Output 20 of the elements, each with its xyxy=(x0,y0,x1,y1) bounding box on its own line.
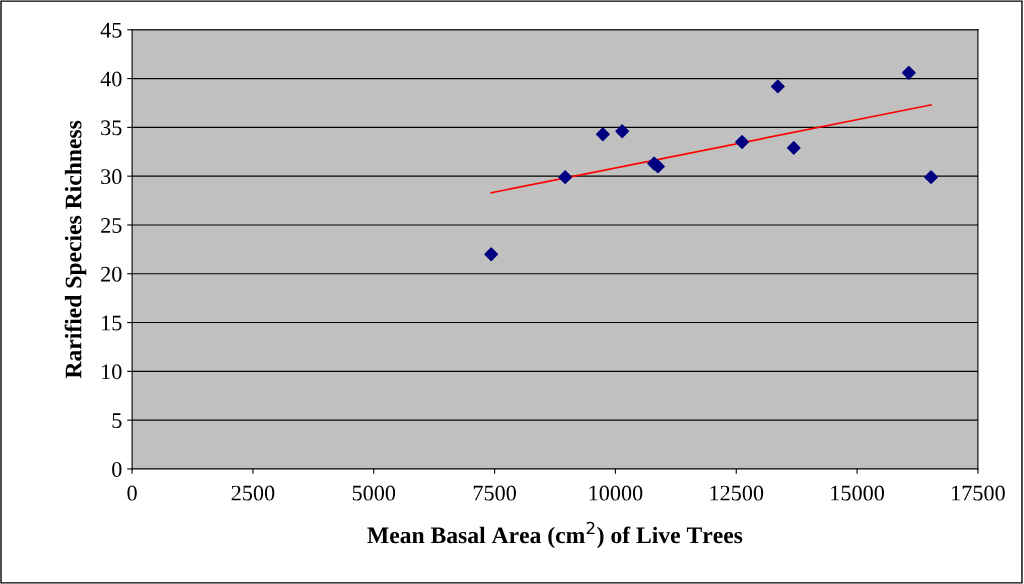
y-tick-label: 20 xyxy=(101,266,122,282)
x-tick-label: 10000 xyxy=(589,485,643,501)
x-tick-label: 5000 xyxy=(352,485,396,501)
x-tick-label: 12500 xyxy=(710,485,764,501)
y-tick-label: 10 xyxy=(102,364,122,380)
y-tick-label: 45 xyxy=(100,22,122,38)
y-tick-label: 40 xyxy=(100,71,122,87)
x-tick-label: 0 xyxy=(127,485,137,501)
y-tick-label: 30 xyxy=(101,169,122,185)
x-tick-label: 15000 xyxy=(831,485,885,501)
y-tick-label: 5 xyxy=(112,413,122,429)
y-tick-label: 0 xyxy=(112,461,122,477)
x-tick-label: 17500 xyxy=(952,485,1005,501)
y-tick-label: 35 xyxy=(101,120,122,136)
x-axis-title: Mean Basal Area (cm$^{2}$) of Live Trees xyxy=(367,521,743,549)
y-tick-label: 25 xyxy=(101,217,122,233)
y-tick-label: 15 xyxy=(102,315,122,331)
x-tick-label: 7500 xyxy=(473,485,516,501)
y-axis-title: Rarified Species Richness xyxy=(64,120,87,379)
x-tick-label: 2500 xyxy=(231,485,275,501)
